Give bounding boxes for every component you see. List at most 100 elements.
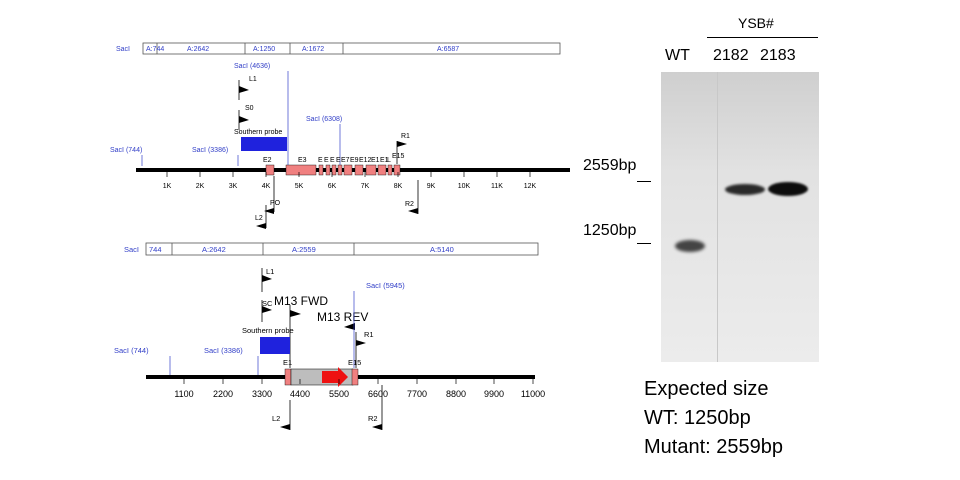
band-wt: [675, 240, 705, 252]
lane-separator: [717, 72, 718, 362]
axis-tick-label: 9K: [427, 183, 436, 190]
axis-tick-label: 8800: [446, 389, 466, 399]
exon: [351, 368, 359, 386]
southern-blot-image: [661, 72, 819, 362]
exon-label: E1: [380, 157, 389, 164]
exon-label: E1: [283, 358, 292, 367]
band-2183: [768, 182, 808, 196]
exon-label: E1: [371, 157, 380, 164]
exon: [284, 368, 292, 386]
exon-label: E15: [348, 358, 361, 367]
primer-m13-fwd: M13 FWD: [274, 294, 328, 368]
axis-tick-label: 2200: [213, 389, 233, 399]
header-underline: [707, 37, 818, 38]
primer-r1: R1: [396, 133, 410, 164]
probe-label: Southern probe: [242, 326, 294, 335]
saci-site-label: SacI (3386): [192, 147, 228, 154]
saci-site-label: SacI (3386): [204, 346, 243, 355]
segment-bar: [142, 42, 561, 55]
axis-tick-label: 1K: [163, 183, 172, 190]
exon-label: E: [336, 157, 341, 164]
reporter-arrow: [322, 367, 348, 387]
exon-label: E15: [392, 153, 405, 160]
axis-tick-label: 9900: [484, 389, 504, 399]
segment-bar: [145, 242, 539, 256]
segment-label: A:2559: [292, 245, 316, 254]
axis-tick-label: 2K: [196, 183, 205, 190]
svg-text:M13 FWD: M13 FWD: [274, 294, 328, 308]
southern-probe: [260, 337, 290, 354]
svg-text:SC: SC: [262, 299, 273, 308]
backbone: [136, 168, 570, 172]
exon-label: E3: [298, 157, 307, 164]
primer-l2: L2: [255, 205, 267, 229]
svg-text:R1: R1: [401, 133, 410, 140]
axis-tick-label: 5K: [295, 183, 304, 190]
svg-text:L1: L1: [266, 267, 274, 276]
axis-tick-label: 3300: [252, 389, 272, 399]
mutant-locus-map: SacI 744 A:2642 A:2559 A:5140 L1 SC M13 …: [114, 242, 545, 430]
primer-r1: R1: [355, 330, 374, 368]
primer-l1: L1: [238, 76, 257, 100]
svg-text:M13 REV: M13 REV: [317, 310, 368, 324]
axis-tick-label: 5500: [329, 389, 349, 399]
segment-label: A:1250: [253, 46, 275, 53]
southern-probe: [241, 137, 287, 151]
exon-label: E: [318, 157, 323, 164]
expected-wt: WT: 1250bp: [644, 407, 751, 429]
svg-text:L1: L1: [249, 76, 257, 83]
segment-label: A:744: [146, 46, 164, 53]
segment-label: A:1672: [302, 46, 324, 53]
expected-title: Expected size: [644, 378, 769, 400]
size-marker-1250: 1250bp: [583, 222, 637, 239]
primer-l2: L2: [272, 400, 291, 430]
svg-text:R1: R1: [364, 330, 374, 339]
size-marker-2559: 2559bp: [583, 157, 637, 174]
segment-label: SacI: [116, 46, 130, 53]
exon-label: E: [324, 157, 329, 164]
svg-text:L2: L2: [272, 414, 280, 423]
svg-text:S0: S0: [245, 105, 254, 112]
svg-text:L2: L2: [255, 215, 263, 222]
axis-tick-label: 6K: [328, 183, 337, 190]
segment-label: A:6587: [437, 46, 459, 53]
primer-l1: L1: [261, 267, 274, 292]
lane-label-2182: 2182: [713, 47, 749, 64]
expected-mutant: Mutant: 2559bp: [644, 436, 783, 458]
svg-text:PO: PO: [270, 200, 281, 207]
segment-label: A:2642: [187, 46, 209, 53]
axis-tick-label: 1100: [174, 389, 193, 399]
segment-label: A:5140: [430, 245, 454, 254]
axis-tick-label: 11K: [491, 183, 503, 190]
axis-tick-label: 7K: [361, 183, 370, 190]
band-2182: [725, 184, 765, 195]
axis-tick-label: 10K: [458, 183, 471, 190]
saci-site-label: SacI (6308): [306, 116, 342, 123]
axis-tick-label: 3K: [229, 183, 238, 190]
genomic-maps: SacI A:744 A:2642 A:1250 A:1672 A:6587 S…: [110, 42, 570, 430]
primer-s0: S0: [238, 105, 254, 130]
svg-text:R2: R2: [368, 414, 378, 423]
axis-tick-label: 8K: [394, 183, 403, 190]
exon-label: L: [387, 157, 391, 164]
axis-tick-label: 4400: [290, 389, 310, 399]
marker-tick: [637, 181, 651, 182]
svg-text:R2: R2: [405, 201, 414, 208]
probe-label: Southern probe: [234, 129, 282, 136]
exon: [265, 164, 275, 176]
primer-r2: R2: [405, 180, 419, 214]
axis-tick-label: 4K: [262, 183, 271, 190]
axis-tick-label: 12K: [524, 183, 537, 190]
lane-label-2183: 2183: [760, 47, 796, 64]
primer-m13-rev: M13 REV: [317, 310, 368, 330]
primer-po: PO: [264, 176, 281, 214]
axis-tick-label: 7700: [407, 389, 427, 399]
segment-label: SacI: [124, 245, 139, 254]
segment-label: A:2642: [202, 245, 226, 254]
segment-label: 744: [149, 245, 162, 254]
lane-label-wt: WT: [665, 47, 690, 64]
primer-sc: SC: [261, 299, 273, 322]
saci-site-label: SacI (744): [110, 147, 142, 154]
saci-site-label: SacI (5945): [366, 281, 405, 290]
exon-label: E: [330, 157, 335, 164]
